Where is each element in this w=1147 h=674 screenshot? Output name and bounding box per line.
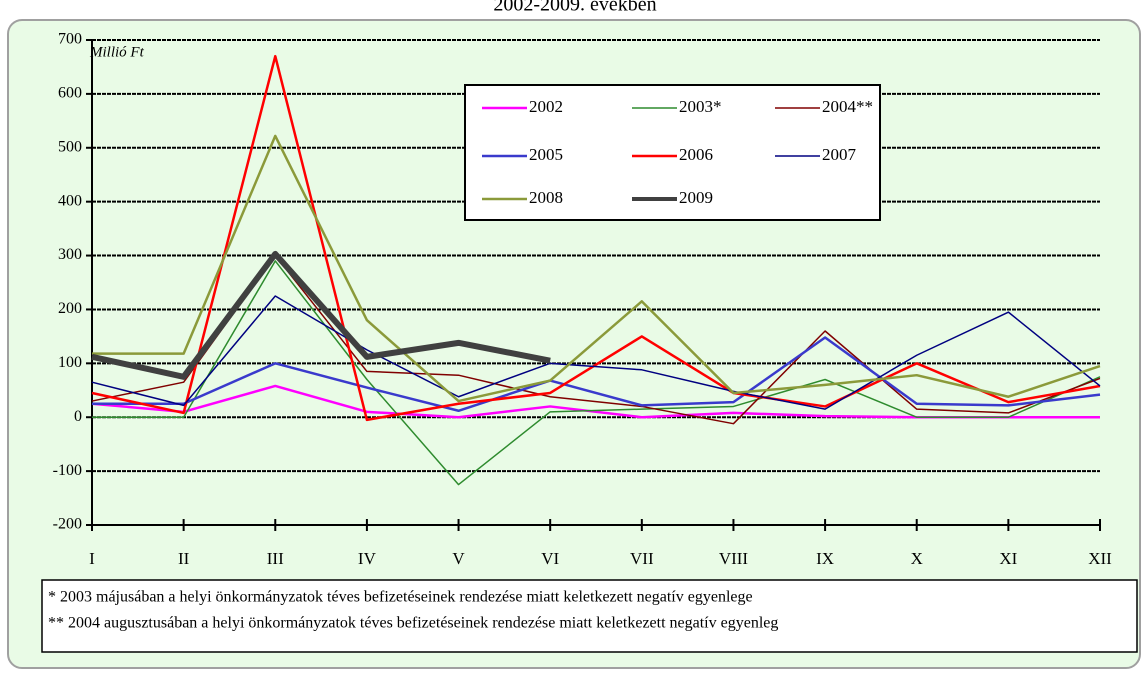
legend-label: 2002 [529, 97, 563, 116]
legend-label: 2009 [679, 188, 713, 207]
series-line [92, 336, 1101, 413]
x-tick-label: IV [358, 549, 377, 568]
footnote-box [41, 579, 1138, 653]
chart-title: 2002-2009. években [493, 0, 656, 16]
legend-label: 2006 [679, 145, 713, 164]
y-tick-label: 100 [58, 354, 82, 371]
footnote: ** 2004 augusztusában a helyi önkormányz… [48, 615, 778, 632]
x-tick-label: II [178, 549, 190, 568]
y-tick-label: 700 [58, 31, 82, 48]
x-tick-label: I [89, 549, 95, 568]
series-line [92, 134, 1101, 403]
x-tick-label: VII [630, 549, 654, 568]
lines [91, 54, 1101, 486]
x-tick-label: XII [1088, 549, 1112, 568]
footnote: * 2003 májusában a helyi önkormányzatok … [48, 589, 753, 606]
series-line [91, 54, 1101, 422]
y-axis-label: Millió Ft [89, 44, 145, 60]
y-tick-label: 0 [74, 408, 82, 425]
x-tick-label: X [911, 549, 923, 568]
legend-label: 2007 [822, 145, 857, 164]
series-line [91, 295, 1101, 410]
y-tick-label: 200 [58, 300, 82, 317]
x-tick-label: VI [541, 549, 559, 568]
x-tick-label: VIII [719, 549, 749, 568]
legend-label: 2008 [529, 188, 563, 207]
legend-items: 2002 2003* 2004** 2005 2006 2007 2008 2009 [482, 97, 873, 207]
x-tick-label: V [452, 549, 465, 568]
y-tick-label: -100 [53, 462, 82, 479]
series-line [91, 250, 551, 380]
y-tick-label: 400 [58, 192, 82, 209]
y-tick-label: 300 [58, 246, 82, 263]
x-tick-label: IX [816, 549, 834, 568]
series-line [92, 260, 1101, 486]
x-tick-label: III [267, 549, 284, 568]
legend-label: 2005 [529, 145, 563, 164]
legend-label: 2003* [679, 97, 722, 116]
x-tick-label: XI [999, 549, 1017, 568]
y-tick-label: 500 [58, 138, 82, 155]
y-tick-label: -200 [53, 516, 82, 533]
y-tick-label: 600 [58, 85, 82, 102]
legend-label: 2004** [822, 97, 873, 116]
